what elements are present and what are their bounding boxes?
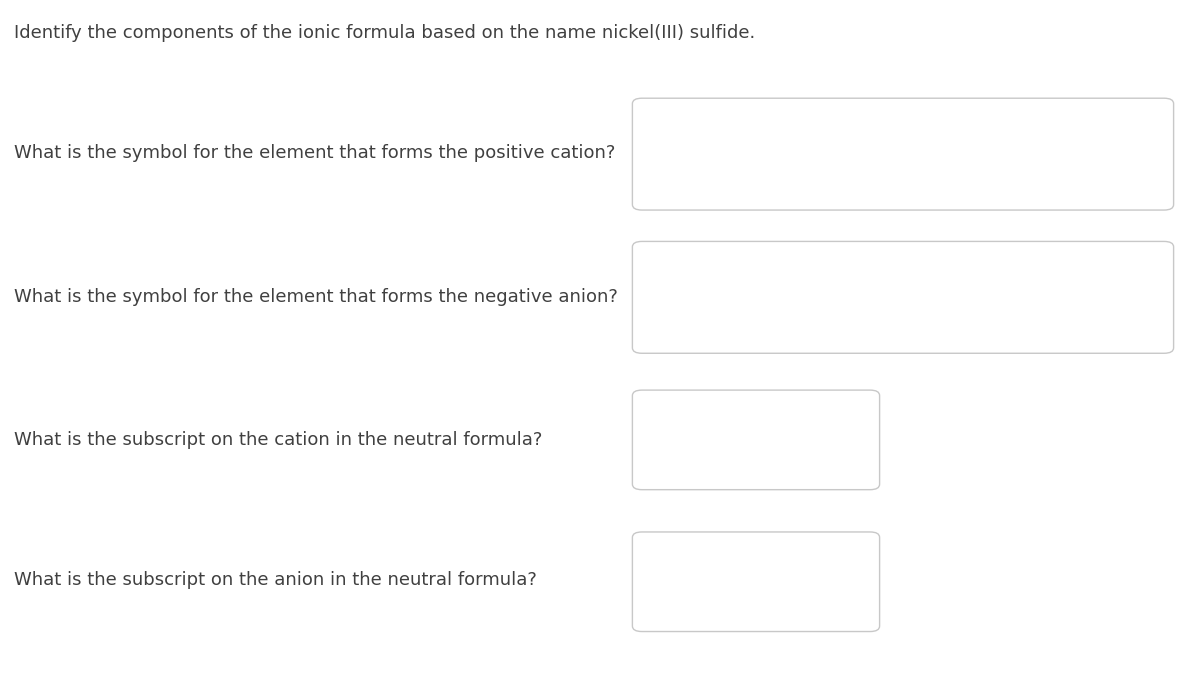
Text: What is the symbol for the element that forms the positive cation?: What is the symbol for the element that … (14, 145, 616, 162)
Text: What is the symbol for the element that forms the negative anion?: What is the symbol for the element that … (14, 288, 618, 306)
Text: What is the subscript on the anion in the neutral formula?: What is the subscript on the anion in th… (14, 571, 538, 589)
Text: What is the subscript on the cation in the neutral formula?: What is the subscript on the cation in t… (14, 431, 542, 449)
Text: Identify the components of the ionic formula based on the name nickel(III) sulfi: Identify the components of the ionic for… (14, 24, 756, 42)
